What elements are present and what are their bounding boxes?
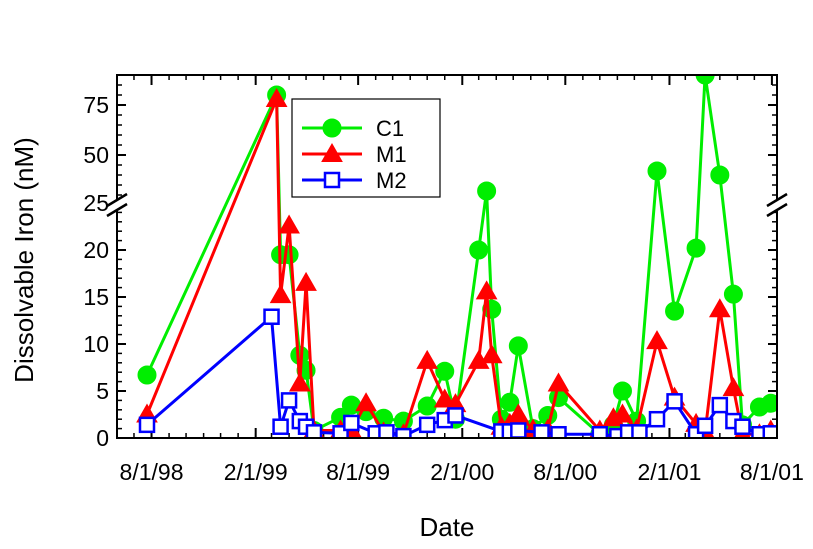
data-point-m1 [708, 298, 731, 318]
axis-break-markers [106, 192, 788, 218]
data-point-m2 [631, 424, 648, 438]
data-point-m2 [533, 424, 550, 438]
axis-break-slash [766, 192, 788, 208]
axis-break-slash [766, 202, 788, 218]
y-tick-label: 50 [83, 142, 109, 168]
data-point-m1 [288, 372, 311, 392]
y-tick-label: 20 [83, 237, 109, 263]
x-tick-label: 2/1/99 [224, 459, 288, 485]
series-c1 [137, 75, 777, 438]
data-point-m1 [355, 392, 377, 412]
data-point-m2 [343, 414, 360, 432]
x-axis-title: Date [420, 512, 475, 542]
data-point-m1 [547, 372, 570, 392]
data-point-m2 [280, 392, 298, 409]
x-tick-label: 2/1/01 [637, 459, 701, 485]
legend-marker-m2 [323, 171, 341, 189]
data-point-m2 [272, 418, 289, 435]
data-point-m2 [696, 417, 714, 435]
y-tick-label: 15 [83, 284, 109, 310]
data-point-c1 [723, 284, 743, 304]
data-point-m2 [591, 425, 609, 438]
data-point-c1 [647, 161, 667, 181]
data-point-c1 [435, 361, 455, 381]
x-tick-label: 8/1/98 [120, 459, 184, 485]
data-point-c1 [137, 365, 157, 385]
data-point-m1 [646, 330, 668, 350]
data-point-c1 [500, 392, 520, 412]
data-point-m1 [433, 388, 456, 408]
data-point-m1 [475, 280, 498, 300]
data-point-m1 [295, 271, 317, 291]
plot-frame [116, 74, 778, 439]
y-tick-label: 10 [83, 331, 109, 357]
series-line-c1 [145, 75, 772, 436]
data-point-m1 [416, 349, 439, 369]
data-point-m2 [378, 424, 395, 438]
x-tick-label: 2/1/00 [430, 459, 494, 485]
data-point-m2 [305, 424, 323, 438]
data-point-m2 [550, 425, 567, 438]
y-tick-label: 25 [83, 190, 109, 216]
axis-break-slash [106, 202, 128, 218]
data-point-m1 [278, 214, 300, 234]
legend-marker-m1 [321, 142, 343, 162]
data-point-m2 [734, 418, 751, 435]
data-point-m1 [507, 403, 530, 423]
data-point-c1 [417, 396, 437, 416]
data-point-m2 [666, 393, 683, 410]
data-point-m2 [138, 416, 156, 434]
data-point-m2 [762, 425, 777, 438]
data-point-c1 [612, 381, 632, 401]
x-tick-labels: 8/1/98 2/1/99 8/1/99 2/1/00 8/1/00 2/1/01 8/1/… [120, 459, 804, 485]
data-point-m2 [687, 425, 705, 438]
data-point-m1 [611, 403, 634, 423]
y-tick-labels: 0 5 10 15 20 25 50 75 [83, 92, 109, 451]
data-point-c1 [761, 393, 777, 413]
data-point-m2 [447, 407, 464, 424]
data-point-m2 [510, 422, 527, 438]
data-point-m2 [395, 427, 412, 438]
plot-series [136, 75, 777, 438]
data-point-c1 [710, 165, 730, 185]
y-axis-title: Dissolvable Iron (nM) [9, 137, 39, 383]
data-point-m2 [332, 425, 349, 438]
legend-label-c1: C1 [376, 116, 404, 141]
data-point-c1 [508, 336, 528, 356]
legend-label-m2: M2 [376, 168, 407, 193]
y-tick-label: 5 [96, 378, 109, 404]
x-tick-label: 8/1/00 [533, 459, 597, 485]
legend-label-m1: M1 [376, 142, 407, 167]
data-point-c1 [686, 238, 706, 258]
data-point-m1 [265, 87, 288, 107]
data-point-m1 [269, 284, 292, 304]
data-point-m2 [418, 416, 436, 434]
data-point-c1 [279, 245, 299, 265]
legend-box [291, 98, 441, 198]
data-point-c1 [477, 181, 497, 201]
legend-marker-c1 [322, 118, 342, 138]
y-tick-label: 0 [96, 425, 109, 451]
axis-break-slash [106, 192, 128, 208]
data-point-m2 [711, 396, 729, 414]
x-tick-label: 8/1/01 [740, 459, 804, 485]
data-point-m1 [722, 377, 745, 397]
data-point-c1 [469, 240, 489, 260]
series-m2 [138, 308, 777, 438]
y-tick-label: 75 [83, 92, 109, 118]
data-point-m2 [263, 308, 280, 325]
data-point-c1 [695, 75, 715, 85]
data-point-m1 [480, 344, 503, 364]
x-tick-label: 8/1/99 [326, 459, 390, 485]
data-point-m2 [648, 410, 666, 428]
data-point-c1 [665, 301, 685, 321]
